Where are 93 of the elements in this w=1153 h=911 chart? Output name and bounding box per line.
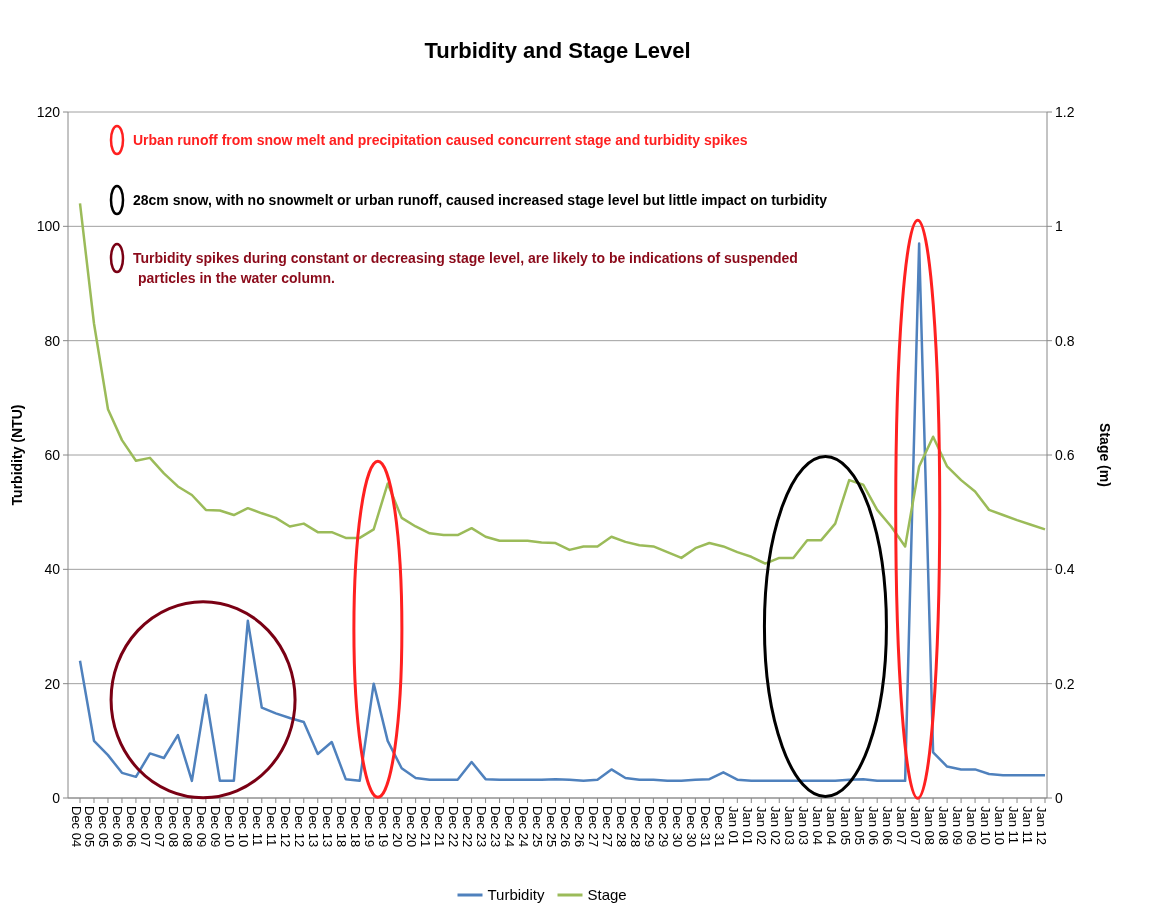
x-tick-label: Jan 02 [753,806,769,846]
x-tick-label: Dec 08 [180,806,196,848]
x-tick-label: Dec 12 [292,806,308,848]
x-tick-label: Dec 31 [697,806,713,848]
x-tick-label: Dec 27 [599,806,615,848]
x-tick-label: Dec 18 [334,806,350,848]
x-tick-label: Dec 29 [641,806,657,848]
y2-tick-label: 0.4 [1055,561,1075,578]
y-tick-label: 120 [36,103,61,120]
x-tick-label: Jan 07 [893,806,909,846]
x-tick-label: Jan 09 [963,806,979,846]
x-tick-label: Dec 07 [152,806,168,848]
x-tick-label: Dec 11 [250,806,266,847]
annotation: Turbidity spikes during constant or decreasing stage level, are likely to be indications of suspended particles in the water column. [133,249,798,286]
x-tick-label: Dec 22 [460,806,476,848]
y-tick-label: 40 [44,561,61,578]
x-tick-label: Jan 03 [795,806,811,846]
x-tick-label: Jan 03 [781,806,797,846]
x-tick-label: Dec 05 [82,806,98,848]
y-tick-label: 0 [52,789,61,806]
y2-tick-label: 0.6 [1055,446,1075,463]
x-tick-label: Dec 05 [96,806,112,848]
x-tick-label: Dec 24 [516,806,532,848]
x-tick-label: Dec 13 [306,806,322,848]
x-tick-label: Dec 18 [348,806,364,848]
x-tick-label: Dec 28 [613,806,629,848]
line-series [78,242,1047,783]
y-tick-label: 60 [44,446,61,463]
x-tick-label: Dec 20 [390,806,406,848]
y2-tick-label: 1.2 [1055,103,1075,120]
y-tick-label: 20 [44,675,61,692]
x-tick-label: Jan 08 [921,806,937,846]
x-tick-label: Dec 12 [278,806,294,848]
x-tick-label: Jan 11 [1005,806,1021,845]
y-axis-title: Turbidity (NTU) [9,404,25,506]
x-tick-label: Dec 30 [683,806,699,848]
x-tick-label: Dec 09 [194,806,210,848]
x-tick-label: Dec 27 [585,806,601,848]
y2-tick-label: 0.2 [1055,675,1075,692]
x-tick-label: Dec 25 [530,806,546,848]
x-tick-label: Dec 26 [571,806,587,848]
legend-label: Stage [587,886,627,904]
x-tick-label: Dec 10 [222,806,238,848]
legend-label: Turbidity [487,886,545,904]
x-tick-label: Dec 26 [557,806,573,848]
annotation: 28cm snow, with no snowmelt or urban runoff, caused increased stage level but little impact on turbidity [133,191,828,208]
y-tick-label: 100 [36,218,61,235]
x-tick-label: Dec 19 [376,806,392,848]
y2-tick-label: 1 [1055,218,1063,235]
x-tick-label: Dec 23 [488,806,504,848]
y2-tick-label: 0.8 [1055,332,1075,349]
y-tick-label: 80 [44,332,61,349]
annotation: Urban runoff from snow melt and precipitation caused concurrent stage and turbidity spikes [133,131,748,148]
chart-title: Turbidity and Stage Level [424,38,691,63]
x-tick-label: Dec 04 [68,806,84,848]
x-tick-label: Jan 11 [1019,806,1035,845]
x-tick-label: Jan 05 [837,806,853,846]
x-tick-label: Dec 09 [208,806,224,848]
x-tick-label: Jan 05 [851,806,867,846]
x-tick-label: Jan 06 [865,806,881,846]
x-tick-label: Jan 01 [725,806,741,846]
y2-tick-label: 0 [1055,789,1063,806]
x-tick-label: Dec 06 [110,806,126,848]
x-tick-label: Dec 08 [166,806,182,848]
x-tick-label: Jan 01 [739,806,755,846]
x-tick-label: Jan 04 [823,806,839,846]
x-tick-label: Dec 13 [320,806,336,848]
x-tick-label: Jan 10 [977,806,993,846]
x-tick-label: Dec 31 [711,806,727,848]
x-tick-label: Dec 07 [138,806,154,848]
x-tick-label: Dec 30 [669,806,685,848]
x-tick-label: Jan 06 [879,806,895,846]
x-tick-label: Dec 10 [236,806,252,848]
x-tick-label: Jan 09 [949,806,965,846]
x-tick-label: Jan 02 [767,806,783,846]
y2-axis-title: Stage (m) [1097,423,1113,487]
x-tick-label: Jan 07 [907,806,923,846]
x-tick-label: Dec 24 [502,806,518,848]
x-tick-label: Dec 28 [627,806,643,848]
x-tick-label: Jan 08 [935,806,951,846]
x-tick-label: Dec 22 [446,806,462,848]
x-tick-label: Jan 12 [1033,806,1049,846]
x-tick-label: Jan 04 [809,806,825,846]
x-tick-label: Dec 06 [124,806,140,848]
x-tick-label: Dec 19 [362,806,378,848]
x-tick-label: Dec 20 [404,806,420,848]
x-tick-label: Dec 23 [474,806,490,848]
x-tick-label: Dec 29 [655,806,671,848]
x-tick-label: Dec 11 [264,806,280,847]
x-tick-label: Dec 21 [432,806,448,848]
x-tick-label: Jan 10 [991,806,1007,846]
x-tick-label: Dec 21 [418,806,434,848]
x-tick-label: Dec 25 [544,806,560,848]
